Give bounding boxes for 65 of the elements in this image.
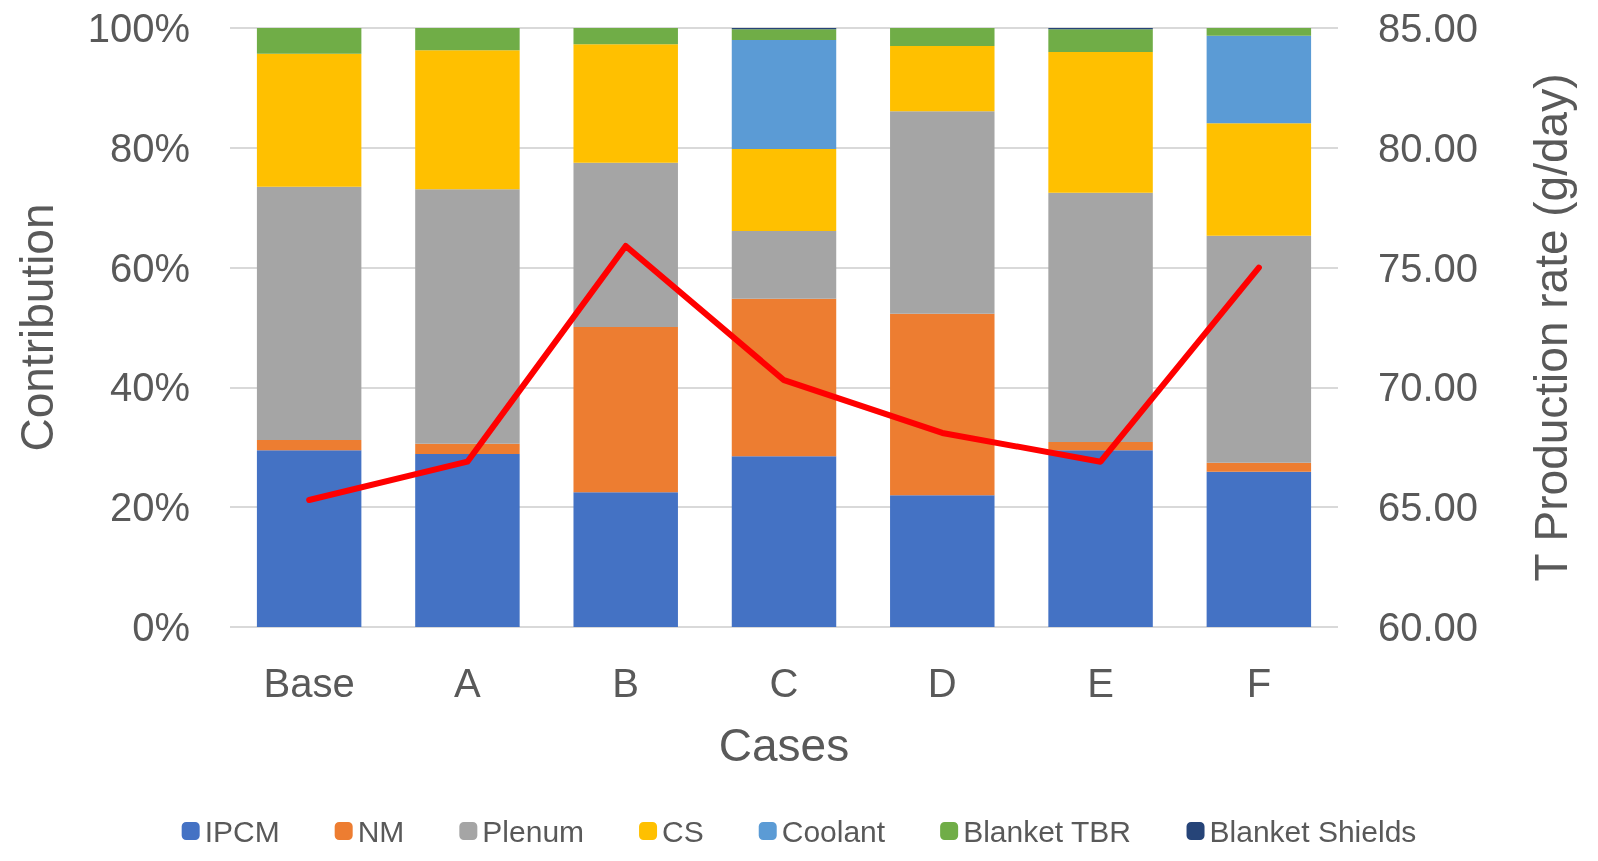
bar (573, 28, 678, 45)
bar (415, 189, 520, 444)
bar (415, 50, 520, 190)
bar (1206, 35, 1312, 124)
y-tick-label: 100% (87, 6, 190, 50)
y-tick-label: 60% (109, 245, 190, 290)
bar (890, 495, 995, 627)
bar (890, 111, 995, 314)
bar (256, 28, 362, 54)
bar (1048, 51, 1153, 193)
y2-axis-title: T Production rate (g/day) (1525, 73, 1577, 582)
bar (890, 45, 995, 112)
x-tick-label: E (1087, 661, 1114, 705)
x-tick-label: A (454, 661, 482, 705)
bar (415, 443, 520, 454)
legend-label: Plenum (482, 814, 585, 848)
bar (1206, 462, 1312, 472)
bar (1048, 192, 1153, 442)
y-tick-label: 20% (109, 485, 190, 530)
x-tick-label: Base (263, 661, 355, 705)
y2-tick-label: 75.00 (1378, 245, 1479, 290)
bar (1206, 123, 1312, 236)
legend-label: NM (357, 814, 405, 848)
y-tick-label: 0% (132, 605, 190, 649)
bar (256, 450, 362, 627)
y2-tick-label: 70.00 (1378, 365, 1479, 410)
bar (1206, 471, 1312, 627)
bar (890, 313, 995, 496)
legend-label: IPCM (204, 814, 280, 848)
bar (731, 39, 837, 149)
y2-tick-label: 80.00 (1378, 125, 1479, 170)
legend-label: Blanket Shields (1209, 814, 1417, 848)
y2-tick-label: 65.00 (1378, 485, 1479, 530)
x-tick-label: D (927, 661, 957, 705)
y2-tick-label: 60.00 (1378, 605, 1479, 649)
bar (256, 53, 362, 187)
x-tick-label: B (612, 661, 640, 705)
bar (731, 456, 837, 627)
bar (1206, 235, 1312, 463)
x-axis-title: Cases (718, 719, 850, 771)
bar (731, 298, 837, 457)
bar (256, 440, 362, 451)
bar (731, 29, 837, 40)
x-tick-label: C (769, 661, 799, 705)
x-tick-label: F (1246, 661, 1272, 705)
bar (573, 326, 678, 493)
legend-label: Blanket TBR (963, 814, 1131, 848)
bar (731, 149, 837, 232)
bar (256, 186, 362, 441)
bar (890, 28, 995, 46)
bar (1048, 29, 1153, 52)
y-tick-label: 80% (109, 125, 190, 170)
y-axis-title: Contribution (11, 203, 63, 452)
legend-label: Coolant (781, 814, 886, 848)
bar (573, 44, 678, 163)
bar (1206, 28, 1312, 36)
bar (731, 231, 837, 299)
bar (573, 492, 678, 627)
y-tick-label: 40% (109, 365, 190, 410)
y2-tick-label: 85.00 (1378, 6, 1479, 50)
legend-label: CS (662, 814, 704, 848)
bar (573, 162, 678, 327)
bar (415, 453, 520, 627)
bar (415, 28, 520, 51)
bar (1048, 450, 1153, 627)
